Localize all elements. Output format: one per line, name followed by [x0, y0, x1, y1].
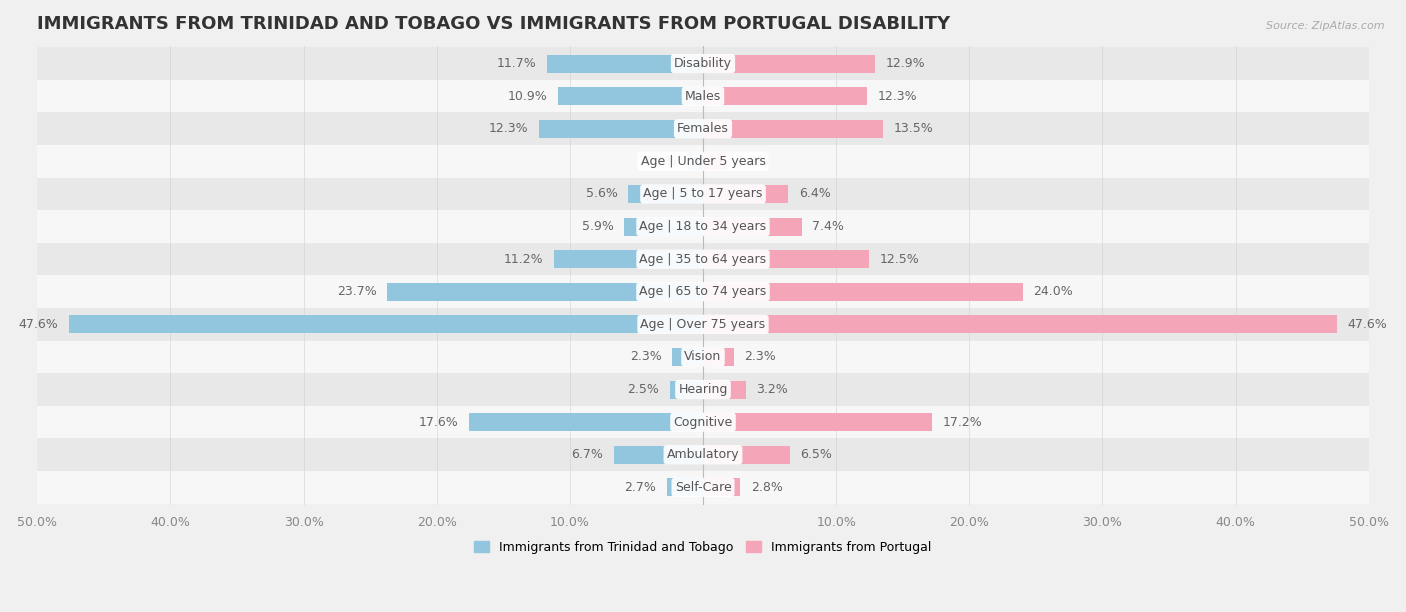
Bar	[558, 88, 703, 105]
Bar	[669, 381, 703, 398]
Bar	[547, 54, 703, 73]
Bar	[38, 80, 1368, 113]
Bar	[703, 315, 1337, 334]
Bar	[703, 152, 727, 170]
Bar	[38, 341, 1368, 373]
Bar	[703, 185, 789, 203]
Text: Females: Females	[678, 122, 728, 135]
Bar	[624, 218, 703, 236]
Bar	[703, 88, 866, 105]
Text: 23.7%: 23.7%	[337, 285, 377, 298]
Bar	[540, 120, 703, 138]
Bar	[703, 218, 801, 236]
Bar	[554, 250, 703, 268]
Text: 10.9%: 10.9%	[508, 90, 547, 103]
Bar	[703, 283, 1022, 300]
Bar	[38, 275, 1368, 308]
Bar	[38, 145, 1368, 177]
Text: Source: ZipAtlas.com: Source: ZipAtlas.com	[1267, 21, 1385, 31]
Bar	[38, 406, 1368, 438]
Text: 2.3%: 2.3%	[630, 351, 662, 364]
Text: Age | Over 75 years: Age | Over 75 years	[641, 318, 765, 331]
Bar	[703, 381, 745, 398]
Bar	[689, 152, 703, 170]
Text: Cognitive: Cognitive	[673, 416, 733, 428]
Bar	[468, 413, 703, 431]
Text: 47.6%: 47.6%	[18, 318, 59, 331]
Bar	[38, 308, 1368, 341]
Text: 47.6%: 47.6%	[1347, 318, 1388, 331]
Bar	[703, 54, 875, 73]
Bar	[666, 479, 703, 496]
Bar	[38, 113, 1368, 145]
Text: 6.4%: 6.4%	[799, 187, 831, 201]
Text: 11.2%: 11.2%	[503, 253, 543, 266]
Text: 5.6%: 5.6%	[586, 187, 617, 201]
Text: 2.5%: 2.5%	[627, 383, 659, 396]
Text: 24.0%: 24.0%	[1033, 285, 1073, 298]
Text: 2.7%: 2.7%	[624, 481, 657, 494]
Text: Age | 65 to 74 years: Age | 65 to 74 years	[640, 285, 766, 298]
Text: Disability: Disability	[673, 57, 733, 70]
Text: 5.9%: 5.9%	[582, 220, 614, 233]
Bar	[38, 47, 1368, 80]
Text: 3.2%: 3.2%	[756, 383, 787, 396]
Text: Age | 35 to 64 years: Age | 35 to 64 years	[640, 253, 766, 266]
Bar	[628, 185, 703, 203]
Text: 12.3%: 12.3%	[877, 90, 917, 103]
Bar	[703, 250, 869, 268]
Text: 1.1%: 1.1%	[645, 155, 678, 168]
Bar	[38, 177, 1368, 211]
Text: 12.5%: 12.5%	[880, 253, 920, 266]
Text: Hearing: Hearing	[678, 383, 728, 396]
Text: 17.6%: 17.6%	[418, 416, 458, 428]
Text: Age | 18 to 34 years: Age | 18 to 34 years	[640, 220, 766, 233]
Text: Self-Care: Self-Care	[675, 481, 731, 494]
Text: 2.8%: 2.8%	[751, 481, 783, 494]
Bar	[38, 243, 1368, 275]
Bar	[614, 446, 703, 464]
Text: Age | Under 5 years: Age | Under 5 years	[641, 155, 765, 168]
Bar	[703, 413, 932, 431]
Text: 12.3%: 12.3%	[489, 122, 529, 135]
Text: 7.4%: 7.4%	[813, 220, 844, 233]
Bar	[703, 479, 741, 496]
Bar	[388, 283, 703, 300]
Text: Vision: Vision	[685, 351, 721, 364]
Text: Ambulatory: Ambulatory	[666, 448, 740, 461]
Text: Age | 5 to 17 years: Age | 5 to 17 years	[644, 187, 762, 201]
Text: 6.5%: 6.5%	[800, 448, 832, 461]
Bar	[38, 373, 1368, 406]
Text: 11.7%: 11.7%	[496, 57, 537, 70]
Bar	[703, 446, 790, 464]
Bar	[703, 348, 734, 366]
Text: 13.5%: 13.5%	[893, 122, 934, 135]
Text: IMMIGRANTS FROM TRINIDAD AND TOBAGO VS IMMIGRANTS FROM PORTUGAL DISABILITY: IMMIGRANTS FROM TRINIDAD AND TOBAGO VS I…	[38, 15, 950, 33]
Text: 2.3%: 2.3%	[744, 351, 776, 364]
Legend: Immigrants from Trinidad and Tobago, Immigrants from Portugal: Immigrants from Trinidad and Tobago, Imm…	[470, 536, 936, 559]
Text: 12.9%: 12.9%	[886, 57, 925, 70]
Bar	[69, 315, 703, 334]
Bar	[703, 120, 883, 138]
Bar	[672, 348, 703, 366]
Text: 17.2%: 17.2%	[942, 416, 983, 428]
Bar	[38, 211, 1368, 243]
Text: Males: Males	[685, 90, 721, 103]
Text: 6.7%: 6.7%	[571, 448, 603, 461]
Bar	[38, 438, 1368, 471]
Text: 1.8%: 1.8%	[738, 155, 769, 168]
Bar	[38, 471, 1368, 504]
